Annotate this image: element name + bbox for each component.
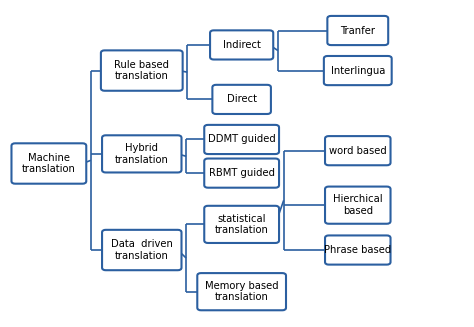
FancyBboxPatch shape — [328, 16, 388, 45]
Text: word based: word based — [329, 146, 387, 156]
Text: Rule based
translation: Rule based translation — [114, 60, 169, 81]
Text: Machine
translation: Machine translation — [22, 153, 76, 174]
FancyBboxPatch shape — [210, 30, 273, 60]
FancyBboxPatch shape — [204, 125, 279, 154]
FancyBboxPatch shape — [212, 85, 271, 114]
FancyBboxPatch shape — [325, 187, 391, 224]
FancyBboxPatch shape — [204, 159, 279, 188]
Text: Indirect: Indirect — [223, 40, 261, 50]
Text: Memory based
translation: Memory based translation — [205, 281, 278, 302]
Text: Phrase based: Phrase based — [324, 245, 392, 255]
Text: Interlingua: Interlingua — [330, 66, 385, 76]
Text: DDMT guided: DDMT guided — [208, 134, 275, 145]
FancyBboxPatch shape — [325, 235, 391, 265]
FancyBboxPatch shape — [101, 50, 182, 91]
FancyBboxPatch shape — [197, 273, 286, 310]
Text: Hierchical
based: Hierchical based — [333, 194, 383, 216]
Text: statistical
translation: statistical translation — [215, 214, 269, 235]
FancyBboxPatch shape — [102, 230, 182, 270]
Text: Hybrid
translation: Hybrid translation — [115, 143, 169, 165]
FancyBboxPatch shape — [324, 56, 392, 85]
FancyBboxPatch shape — [102, 135, 182, 172]
Text: Tranfer: Tranfer — [340, 26, 375, 36]
Text: Direct: Direct — [227, 95, 256, 104]
FancyBboxPatch shape — [204, 206, 279, 243]
Text: RBMT guided: RBMT guided — [209, 168, 274, 178]
FancyBboxPatch shape — [11, 143, 86, 184]
FancyBboxPatch shape — [325, 136, 391, 165]
Text: Data  driven
translation: Data driven translation — [111, 239, 173, 261]
